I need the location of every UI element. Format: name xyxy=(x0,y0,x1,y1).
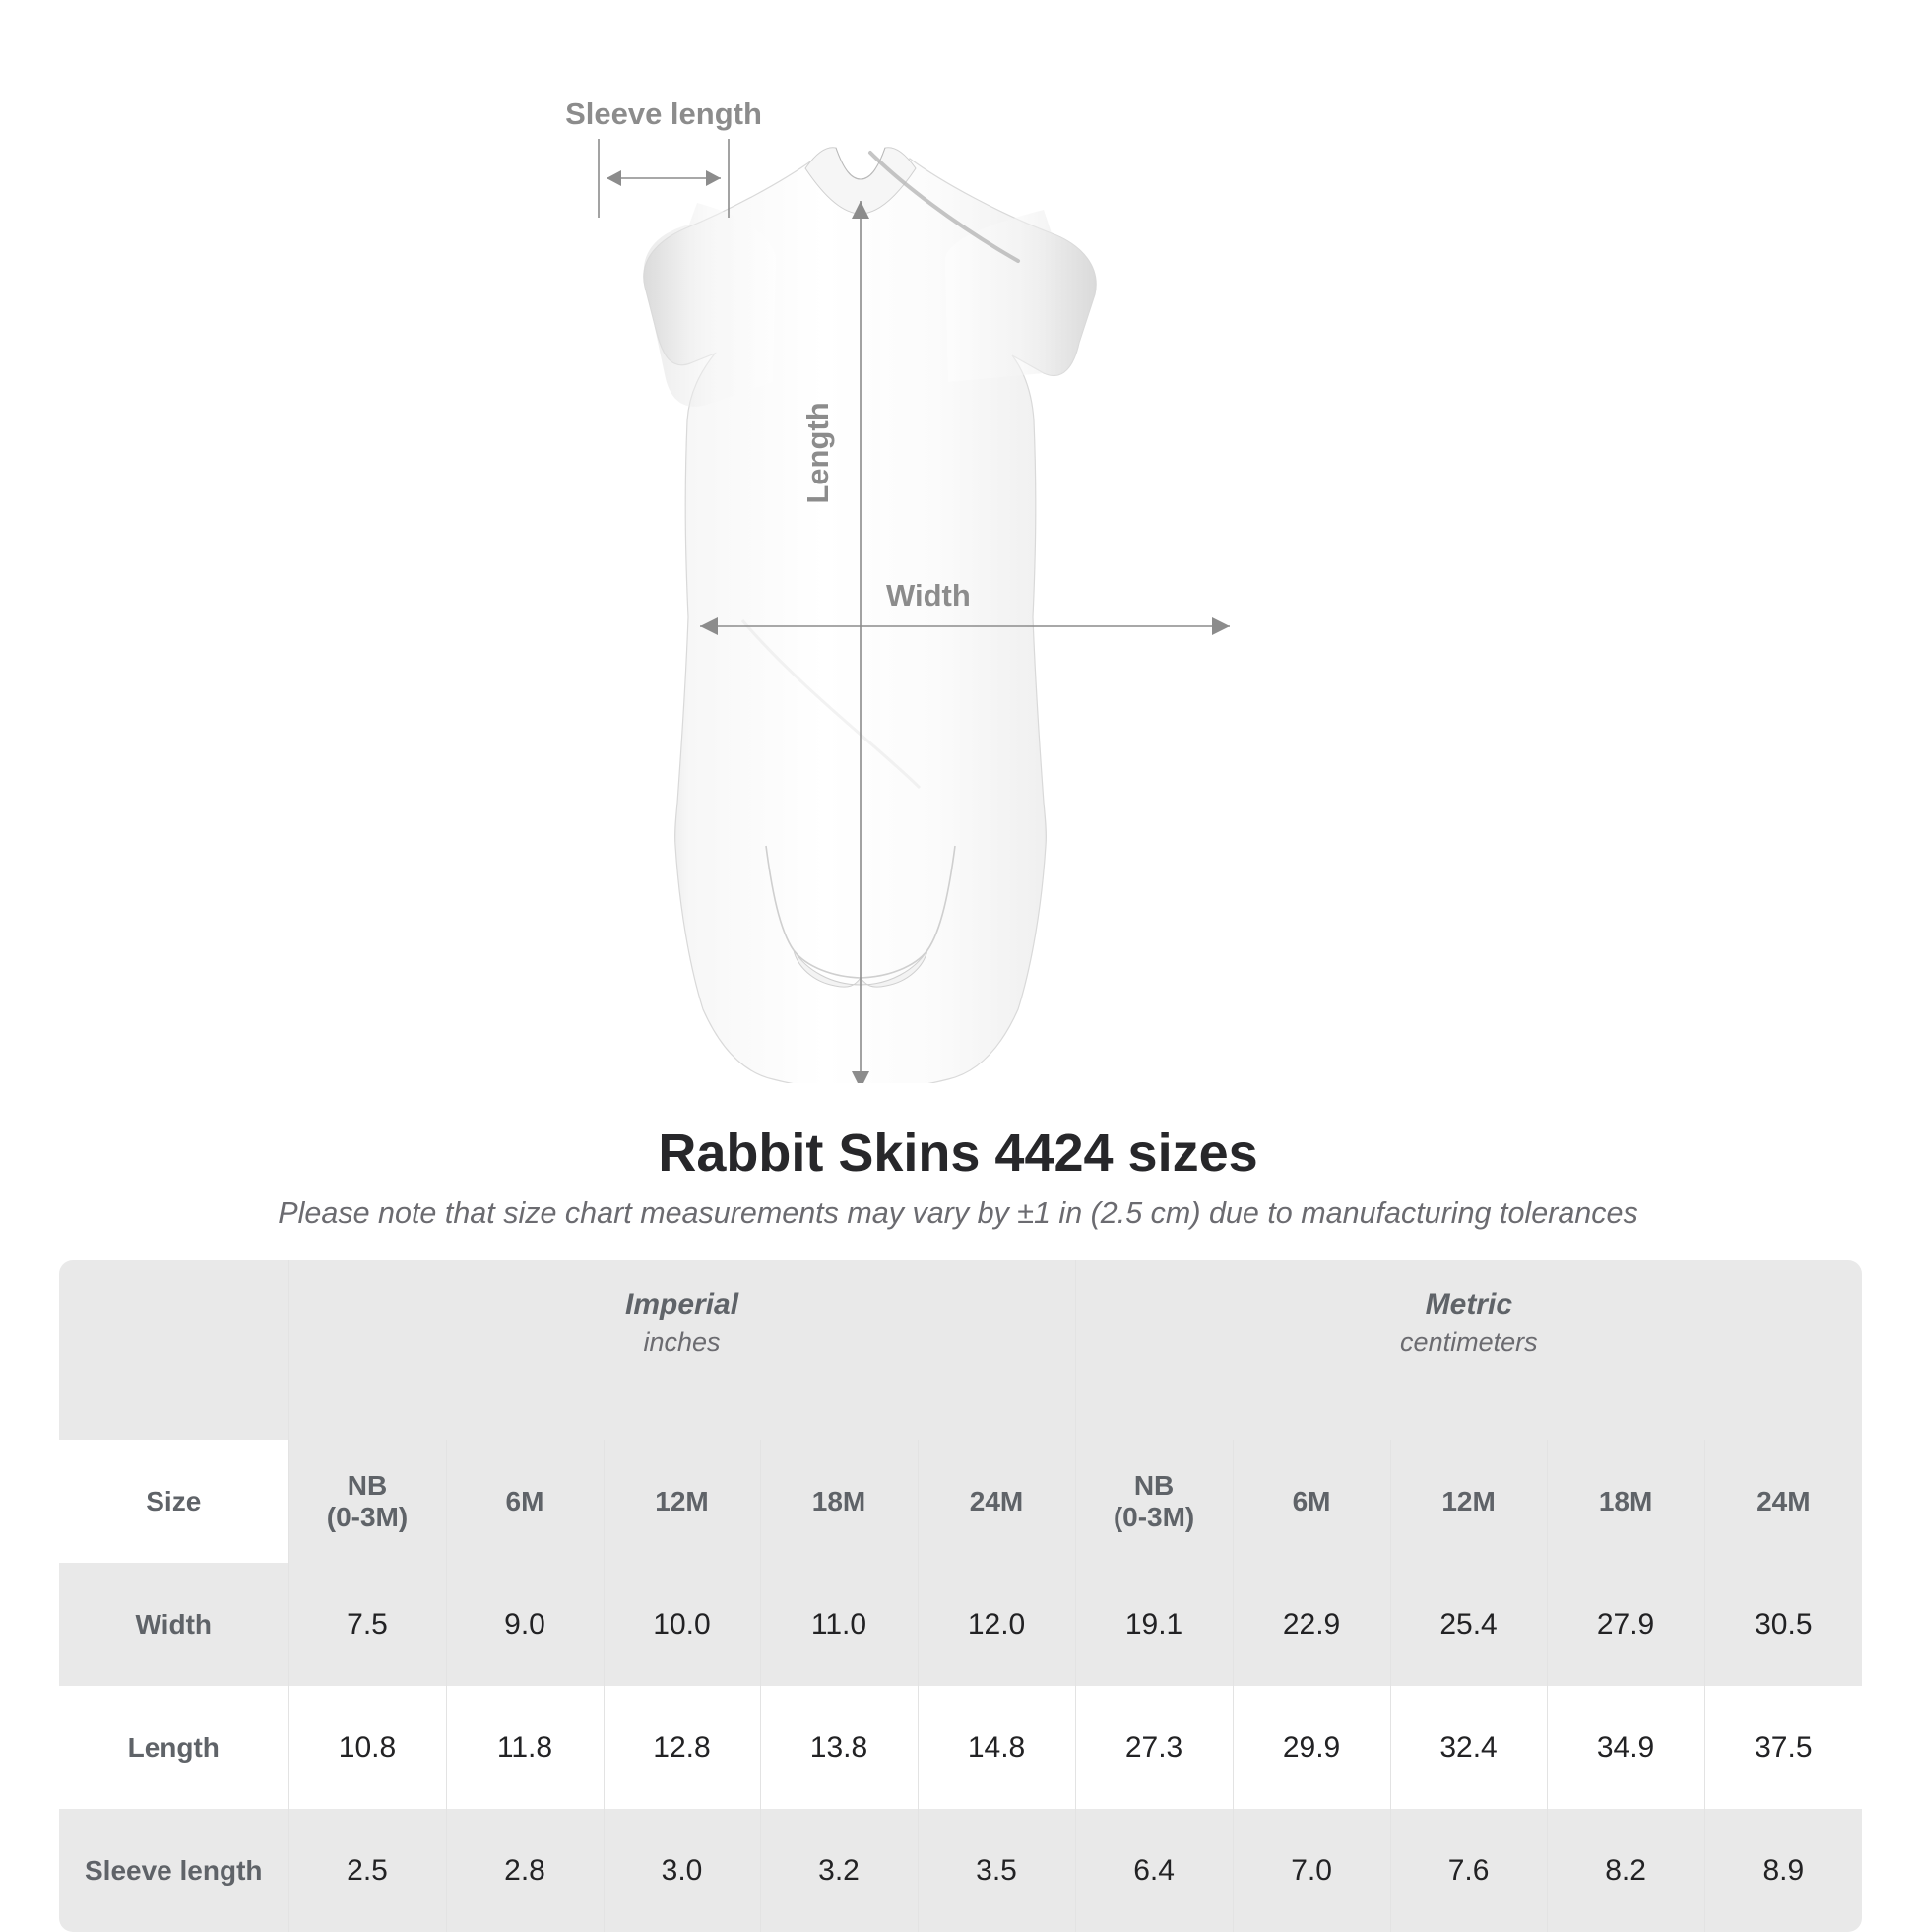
svg-text:Width: Width xyxy=(886,578,971,612)
svg-text:Sleeve length: Sleeve length xyxy=(565,97,762,131)
svg-text:Length: Length xyxy=(800,402,835,503)
